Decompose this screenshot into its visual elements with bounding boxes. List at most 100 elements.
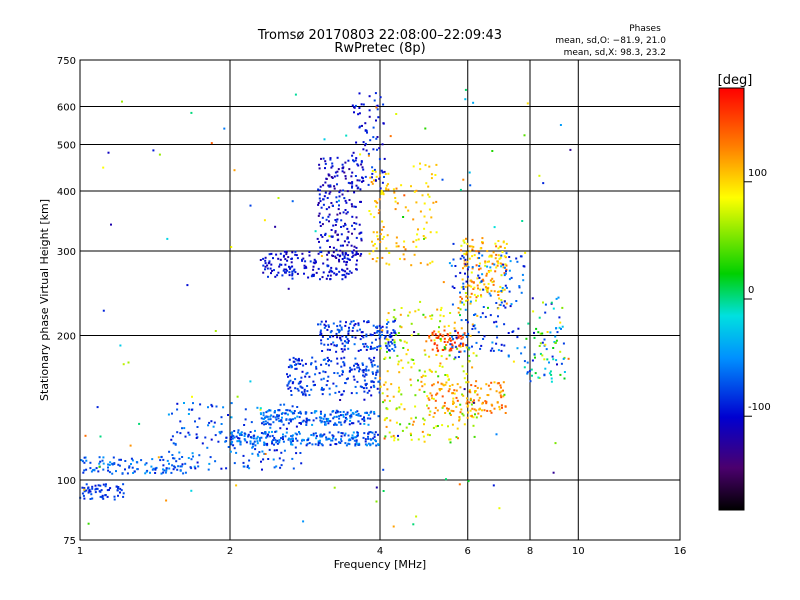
data-point bbox=[423, 440, 426, 443]
data-point bbox=[472, 325, 475, 328]
data-point bbox=[362, 374, 364, 377]
data-point bbox=[352, 151, 355, 154]
data-point bbox=[264, 416, 267, 419]
data-point bbox=[460, 337, 463, 340]
data-point bbox=[465, 280, 468, 283]
data-point bbox=[171, 435, 174, 438]
data-point bbox=[339, 249, 342, 252]
data-point bbox=[384, 381, 387, 384]
data-point bbox=[304, 420, 307, 423]
data-point bbox=[441, 406, 444, 409]
data-point bbox=[373, 216, 376, 219]
data-point bbox=[383, 157, 386, 160]
data-point bbox=[181, 463, 184, 466]
data-point bbox=[382, 235, 385, 238]
data-point bbox=[339, 212, 342, 215]
data-point bbox=[346, 211, 349, 214]
data-point bbox=[350, 368, 353, 371]
data-point bbox=[370, 394, 373, 397]
data-point bbox=[444, 383, 447, 386]
data-point bbox=[133, 470, 136, 473]
data-point bbox=[450, 349, 453, 352]
data-point bbox=[467, 411, 470, 414]
data-point bbox=[89, 490, 92, 493]
data-point bbox=[461, 412, 464, 415]
data-point bbox=[347, 241, 350, 244]
data-point bbox=[339, 244, 342, 247]
data-point bbox=[128, 466, 131, 469]
data-point bbox=[130, 463, 132, 465]
data-point bbox=[320, 388, 323, 391]
data-point bbox=[345, 321, 347, 324]
data-point bbox=[346, 341, 349, 344]
data-point bbox=[412, 218, 415, 221]
data-point bbox=[344, 223, 347, 226]
data-point bbox=[369, 345, 372, 348]
data-point bbox=[434, 174, 437, 176]
data-point bbox=[219, 432, 222, 435]
data-point bbox=[373, 168, 376, 171]
data-point bbox=[486, 288, 489, 291]
data-point bbox=[296, 387, 299, 390]
data-point bbox=[385, 338, 388, 341]
data-point bbox=[439, 362, 442, 365]
data-point bbox=[462, 285, 465, 288]
data-point bbox=[428, 434, 431, 437]
data-point bbox=[336, 156, 339, 159]
data-point bbox=[392, 395, 395, 398]
data-point bbox=[320, 339, 323, 342]
data-point bbox=[158, 153, 161, 156]
stats-line-o: mean, sd,O: −81.9, 21.0 bbox=[555, 36, 666, 46]
data-point bbox=[538, 377, 541, 379]
data-point bbox=[378, 158, 381, 161]
data-point bbox=[453, 389, 456, 392]
data-point bbox=[450, 343, 453, 346]
data-point bbox=[436, 392, 439, 395]
data-point bbox=[519, 255, 522, 258]
data-point bbox=[491, 277, 494, 280]
data-point bbox=[87, 491, 90, 494]
data-point bbox=[355, 184, 358, 187]
data-point bbox=[322, 370, 325, 373]
data-point bbox=[260, 432, 263, 434]
data-point bbox=[364, 142, 367, 145]
data-point bbox=[340, 357, 343, 360]
data-point bbox=[89, 461, 92, 464]
data-point bbox=[449, 438, 452, 441]
data-point bbox=[335, 257, 338, 259]
data-point bbox=[339, 324, 342, 327]
data-point bbox=[320, 342, 323, 345]
data-point bbox=[376, 235, 379, 238]
data-point bbox=[173, 465, 176, 468]
data-point bbox=[236, 395, 239, 398]
data-point bbox=[152, 149, 155, 152]
data-point bbox=[467, 404, 470, 407]
data-point bbox=[385, 326, 388, 329]
data-point bbox=[338, 199, 340, 202]
data-point bbox=[352, 249, 355, 252]
data-point bbox=[489, 279, 492, 282]
data-point bbox=[160, 472, 163, 475]
data-point bbox=[523, 346, 526, 349]
data-point bbox=[455, 396, 458, 399]
data-point bbox=[432, 415, 435, 418]
data-point bbox=[326, 258, 329, 261]
data-point bbox=[390, 332, 393, 335]
data-point bbox=[392, 188, 395, 191]
data-point bbox=[475, 299, 477, 302]
data-point bbox=[295, 437, 297, 440]
data-point bbox=[516, 336, 519, 339]
data-point bbox=[391, 342, 394, 345]
data-point bbox=[381, 392, 384, 395]
data-point bbox=[512, 360, 515, 363]
data-point bbox=[289, 420, 292, 423]
data-point bbox=[89, 498, 92, 500]
data-point bbox=[212, 425, 215, 428]
data-point bbox=[476, 393, 479, 396]
data-point bbox=[450, 264, 453, 267]
data-point bbox=[496, 336, 499, 339]
data-point bbox=[528, 370, 531, 372]
data-point bbox=[377, 212, 380, 215]
data-point bbox=[332, 335, 335, 338]
data-point bbox=[325, 362, 328, 365]
